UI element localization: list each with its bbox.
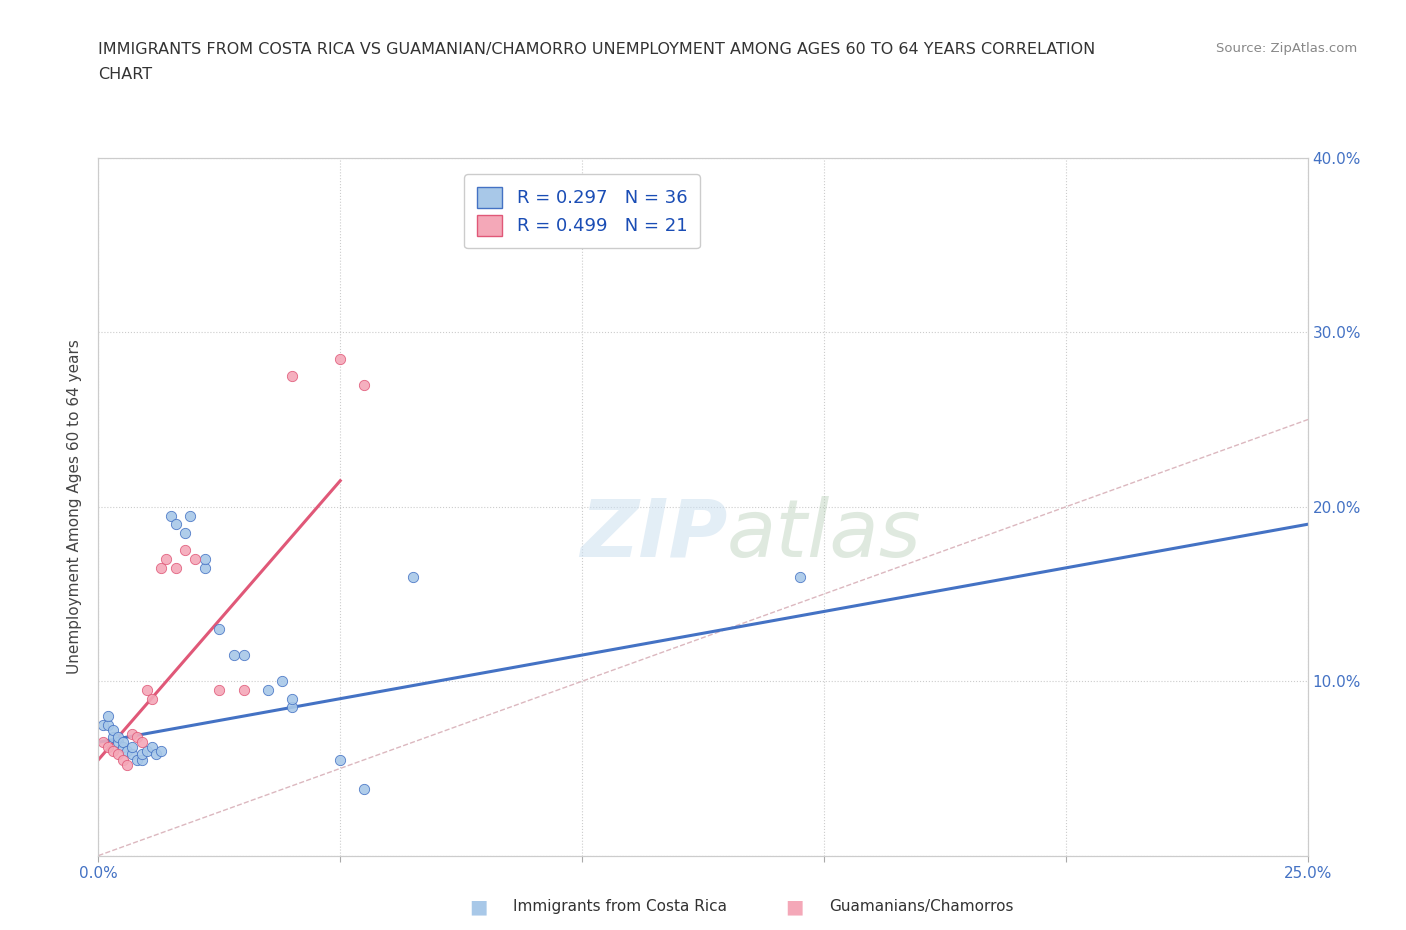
Point — [117, 744, 139, 759]
Point — [208, 683, 231, 698]
Point — [121, 726, 143, 741]
Point — [150, 744, 173, 759]
Point — [184, 551, 207, 566]
Legend: R = 0.297   N = 36, R = 0.499   N = 21: R = 0.297 N = 36, R = 0.499 N = 21 — [464, 174, 700, 248]
Point — [150, 561, 173, 576]
Point — [194, 551, 217, 566]
Point — [789, 569, 811, 584]
Point — [232, 683, 254, 698]
Text: Immigrants from Costa Rica: Immigrants from Costa Rica — [513, 899, 727, 914]
Point — [281, 368, 304, 383]
Y-axis label: Unemployment Among Ages 60 to 64 years: Unemployment Among Ages 60 to 64 years — [67, 339, 83, 674]
Point — [329, 752, 352, 767]
Text: CHART: CHART — [98, 67, 152, 82]
Point — [174, 525, 197, 540]
Point — [353, 782, 375, 797]
Point — [174, 543, 197, 558]
Point — [141, 691, 163, 706]
Point — [402, 569, 425, 584]
Text: Source: ZipAtlas.com: Source: ZipAtlas.com — [1216, 42, 1357, 55]
Point — [97, 717, 120, 732]
Point — [194, 561, 217, 576]
Text: atlas: atlas — [727, 496, 922, 574]
Point — [329, 352, 352, 366]
Point — [111, 735, 134, 750]
Point — [107, 729, 129, 744]
Text: Guamanians/Chamorros: Guamanians/Chamorros — [830, 899, 1014, 914]
Point — [127, 729, 149, 744]
Point — [160, 508, 183, 523]
Point — [141, 740, 163, 755]
Point — [131, 752, 153, 767]
Point — [91, 717, 114, 732]
Point — [127, 752, 149, 767]
Point — [131, 735, 153, 750]
Point — [353, 378, 375, 392]
Point — [271, 673, 294, 688]
Point — [107, 735, 129, 750]
Point — [131, 747, 153, 762]
Point — [107, 747, 129, 762]
Point — [135, 683, 157, 698]
Point — [232, 647, 254, 662]
Point — [97, 740, 120, 755]
Point — [111, 752, 134, 767]
Text: ■: ■ — [468, 897, 488, 916]
Point — [135, 744, 157, 759]
Point — [222, 647, 245, 662]
Point — [101, 744, 124, 759]
Point — [101, 729, 124, 744]
Point — [179, 508, 201, 523]
Text: IMMIGRANTS FROM COSTA RICA VS GUAMANIAN/CHAMORRO UNEMPLOYMENT AMONG AGES 60 TO 6: IMMIGRANTS FROM COSTA RICA VS GUAMANIAN/… — [98, 42, 1095, 57]
Point — [101, 723, 124, 737]
Point — [117, 757, 139, 772]
Point — [165, 561, 187, 576]
Point — [155, 551, 177, 566]
Text: ■: ■ — [785, 897, 804, 916]
Point — [281, 691, 304, 706]
Point — [281, 700, 304, 715]
Point — [165, 517, 187, 532]
Point — [256, 683, 278, 698]
Point — [97, 709, 120, 724]
Point — [91, 735, 114, 750]
Point — [121, 747, 143, 762]
Point — [145, 747, 167, 762]
Point — [208, 621, 231, 636]
Text: ZIP: ZIP — [579, 496, 727, 574]
Point — [121, 740, 143, 755]
Point — [111, 740, 134, 755]
